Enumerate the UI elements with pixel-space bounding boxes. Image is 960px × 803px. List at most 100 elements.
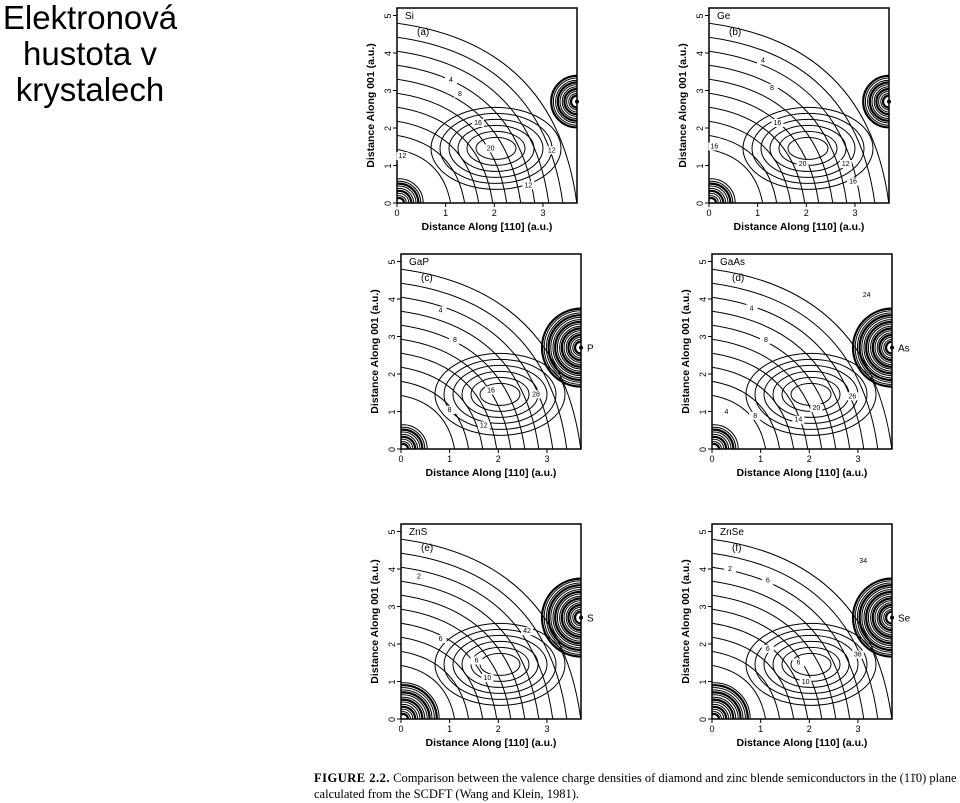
y-tick-label: 5 [698, 260, 708, 265]
atom-ring [397, 189, 413, 203]
x-tick-label: 1 [443, 208, 448, 218]
contour-value-label: 14 [795, 417, 803, 424]
contour-line [712, 338, 823, 449]
atom-marker [890, 615, 894, 620]
contour-lines [709, 22, 889, 203]
contour-label-bg [522, 181, 535, 190]
contour-label-bg [757, 56, 769, 65]
x-axis-label: Distance Along [110] (a.u.) [737, 737, 868, 749]
contour-line [712, 296, 865, 449]
atom-ring [559, 595, 581, 640]
contour-line [745, 622, 877, 706]
atom-ring [572, 338, 581, 357]
atom-ring [401, 431, 421, 449]
contour-line [401, 394, 456, 449]
y-tick-label: 5 [698, 530, 708, 535]
x-tick-label: 1 [758, 724, 763, 734]
contour-value-label: 42 [523, 628, 531, 635]
contour-line [712, 608, 823, 719]
atom-ring [559, 84, 577, 120]
contour-value-label: 4 [724, 409, 728, 416]
plot-frame [400, 253, 582, 450]
y-tick-label: 1 [387, 680, 397, 685]
contour-line [712, 324, 837, 449]
contour-line [760, 118, 856, 178]
contour-line [401, 538, 581, 719]
atom-label: As [898, 344, 910, 355]
atom-ring [871, 327, 892, 368]
x-tick-label: 2 [496, 454, 501, 464]
material-label: Ge [717, 11, 731, 22]
contour-line [709, 92, 820, 203]
contour-label-bg [796, 159, 809, 168]
contour-line [712, 552, 879, 719]
contour-value-label: 10 [484, 675, 492, 682]
contour-line [397, 22, 577, 203]
contour-line [461, 640, 539, 688]
contour-value-label: 16 [711, 143, 719, 150]
slide-title-line-3: krystalech [15, 71, 165, 108]
contour-value-label: 16 [487, 387, 495, 394]
atom-ring [709, 196, 718, 203]
contour-value-label: 20 [813, 405, 821, 412]
contour-line [712, 394, 767, 449]
y-tick-label: 3 [698, 605, 708, 610]
atom-ring [401, 689, 433, 719]
contour-line [434, 352, 566, 436]
atom-ring [871, 597, 892, 638]
contour-line [754, 628, 868, 700]
contour-line [763, 634, 859, 694]
contour-label-bg [792, 415, 805, 424]
atom-marker [579, 345, 583, 350]
contour-value-label: 4 [750, 306, 754, 313]
contour-line [401, 366, 484, 449]
atom-ring [863, 319, 892, 377]
contour-value-label: 2 [728, 566, 732, 573]
atom-ring [712, 711, 722, 719]
contour-line [443, 628, 557, 700]
contour-line [745, 352, 877, 436]
x-tick-label: 0 [709, 454, 714, 464]
contour-value-label: 16 [849, 179, 857, 186]
material-label: GaP [409, 257, 429, 268]
x-axis-label: Distance Along [110] (a.u.) [426, 467, 557, 479]
x-tick-label: 0 [398, 724, 403, 734]
contour-label-bg [847, 177, 859, 186]
atom-ring [851, 307, 892, 388]
atom-ring [858, 314, 892, 382]
x-tick-label: 3 [852, 208, 857, 218]
contour-line [751, 112, 865, 184]
contour-value-label: 4 [439, 308, 443, 315]
panel-znse: 0 1 2 3 0 1 2 3 4 5 Distance Along [110] (a.u.) Dis… [667, 516, 960, 751]
atom-marker [575, 99, 579, 104]
contour-line [430, 106, 562, 190]
y-tick-label: 4 [387, 297, 397, 302]
y-tick-label: 0 [383, 201, 393, 206]
contour-line [448, 118, 544, 178]
contour-value-label: 8 [753, 413, 757, 420]
contour-line [434, 622, 566, 706]
slide-title: Elektronová hustota v krystalech [0, 0, 180, 108]
atom-ring [401, 701, 421, 719]
y-tick-label: 2 [387, 372, 397, 377]
atom-ring [874, 600, 892, 636]
atom-ring [563, 330, 581, 366]
contour-label-bg [545, 146, 558, 155]
contour-label-bg [434, 306, 447, 315]
atom-ring [552, 589, 581, 647]
y-tick-label: 1 [387, 410, 397, 415]
contour-line [401, 664, 456, 719]
x-tick-label: 1 [447, 724, 452, 734]
contour-value-label: 26 [849, 393, 857, 400]
atom-ring [712, 712, 721, 719]
contour-line [712, 380, 781, 449]
y-tick-label: 1 [698, 410, 708, 415]
x-axis-label: Distance Along [110] (a.u.) [734, 221, 865, 233]
contour-label-bg [472, 119, 484, 127]
contour-value-label: 6 [796, 659, 800, 666]
y-tick-label: 2 [383, 126, 393, 131]
